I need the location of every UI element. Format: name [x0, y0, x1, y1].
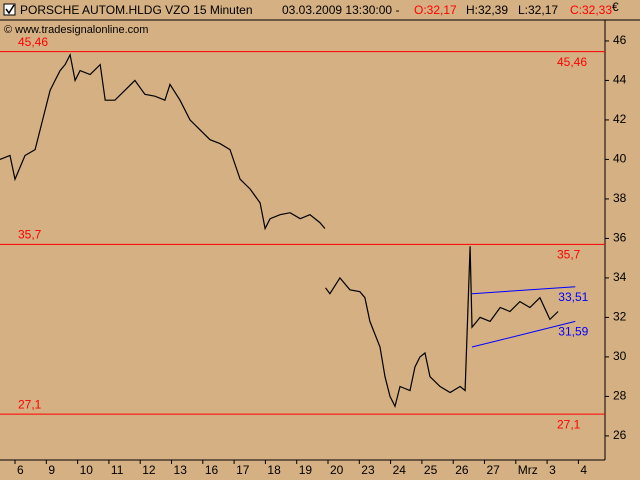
x-tick-label: 18: [267, 463, 281, 477]
header-instrument: PORSCHE AUTOM.HLDG VZO 15 Minuten: [20, 3, 253, 17]
copyright: © www.tradesignalonline.com: [4, 24, 148, 36]
x-tick-label: 9: [48, 463, 55, 477]
channel-line: [471, 320, 576, 348]
x-tick-label: Mrz: [518, 463, 538, 477]
support-label-left: 35,7: [18, 228, 42, 242]
header-high: H:32,39: [466, 3, 508, 17]
channel-line: [471, 286, 576, 295]
support-label-right: 45,46: [557, 55, 587, 69]
y-tick-label: 40: [613, 152, 627, 166]
x-tick-label: 24: [393, 463, 407, 477]
header-open: O:32,17: [414, 3, 457, 17]
y-tick-label: 46: [613, 33, 627, 47]
y-tick-label: 42: [613, 112, 627, 126]
y-tick-label: 32: [613, 310, 627, 324]
support-label-right: 27,1: [557, 417, 581, 431]
checkbox[interactable]: [3, 3, 16, 16]
x-tick-label: 12: [142, 463, 156, 477]
check: [5, 4, 15, 15]
x-tick-label: 13: [174, 463, 188, 477]
currency: €: [612, 0, 619, 14]
y-tick-label: 38: [613, 191, 627, 205]
channel-label: 31,59: [558, 325, 588, 339]
support-label-right: 35,7: [557, 248, 581, 262]
x-tick-label: 19: [299, 463, 313, 477]
support-label-left: 27,1: [18, 397, 42, 411]
x-tick-label: 3: [549, 463, 556, 477]
x-tick-label: 17: [236, 463, 250, 477]
x-tick-label: 25: [424, 463, 438, 477]
support-label-left: 45,46: [18, 35, 48, 49]
x-tick-label: 23: [361, 463, 375, 477]
x-tick-label: 6: [17, 463, 24, 477]
x-tick-label: 10: [80, 463, 94, 477]
x-tick-label: 27: [487, 463, 501, 477]
y-tick-label: 26: [613, 428, 627, 442]
header-low: L:32,17: [518, 3, 558, 17]
y-tick-label: 44: [613, 73, 627, 87]
x-tick-label: 20: [330, 463, 344, 477]
header-timestamp: 03.03.2009 13:30:00 -: [282, 3, 399, 17]
y-tick-label: 28: [613, 389, 627, 403]
price-line: [0, 52, 559, 409]
x-tick-label: 11: [111, 463, 124, 477]
header-close: C:32,33: [570, 3, 612, 17]
y-tick-label: 30: [613, 349, 627, 363]
y-tick-label: 34: [613, 270, 627, 284]
channel-label: 33,51: [558, 290, 588, 304]
x-tick-label: 16: [205, 463, 219, 477]
x-tick-label: 4: [580, 463, 587, 477]
x-tick-label: 26: [455, 463, 469, 477]
y-tick-label: 36: [613, 231, 627, 245]
